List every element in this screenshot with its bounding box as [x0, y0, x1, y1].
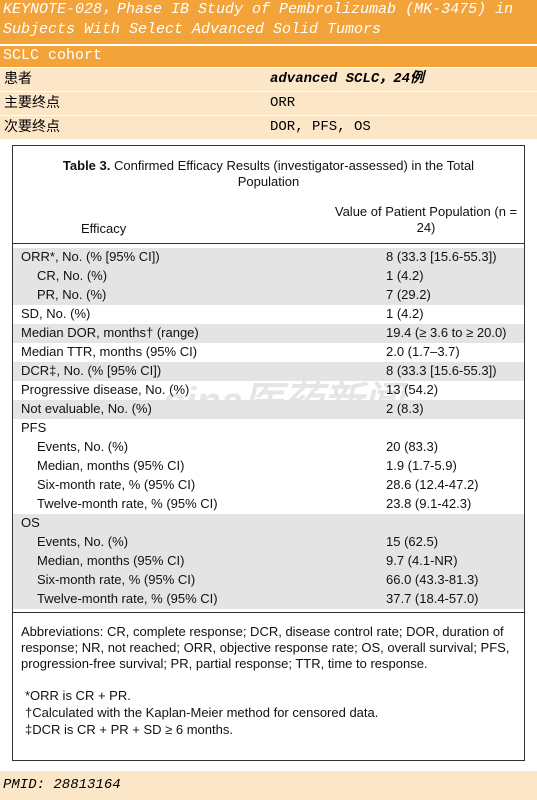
row-value: 23.8 (9.1-42.3) — [386, 496, 472, 511]
row-shade — [13, 267, 524, 286]
row-value: 19.4 (≥ 3.6 to ≥ 20.0) — [386, 325, 507, 340]
row-label: Not evaluable, No. (%) — [21, 401, 152, 416]
row-label: Six-month rate, % (95% CI) — [37, 477, 196, 492]
row-shade — [13, 552, 524, 571]
row-label: Twelve-month rate, % (95% CI) — [37, 591, 218, 606]
row-value: 8 (33.3 [15.6-55.3]) — [386, 363, 497, 378]
info-key: 次要终点 — [4, 119, 60, 135]
row-shade — [13, 286, 524, 305]
row-label: Median TTR, months (95% CI) — [21, 344, 198, 359]
col-header: Efficacy — [81, 221, 127, 236]
row-label: PR, No. (%) — [37, 287, 107, 302]
row-shade — [13, 324, 524, 343]
footnote: *ORR is CR + PR. — [25, 688, 131, 703]
row-value: 15 (62.5) — [386, 534, 439, 549]
row-label: Median, months (95% CI) — [37, 458, 185, 473]
row-label: OS — [21, 515, 40, 530]
row-shade — [13, 362, 524, 381]
row-label: Six-month rate, % (95% CI) — [37, 572, 196, 587]
row-value: 13 (54.2) — [386, 382, 439, 397]
table-caption-wrap: Table 3. Confirmed Efficacy Results (inv… — [13, 158, 524, 190]
col-header: Value of Patient Population (n = 24) — [334, 204, 518, 235]
row-shade — [13, 400, 524, 419]
row-label: DCR‡, No. (% [95% CI]) — [21, 363, 162, 378]
row-value: 2.0 (1.7–3.7) — [386, 344, 460, 359]
row-shade — [13, 571, 524, 590]
row-label: ORR*, No. (% [95% CI]) — [21, 249, 160, 264]
row-shade — [13, 533, 524, 552]
row-value: 37.7 (18.4-57.0) — [386, 591, 479, 606]
row-value: 1 (4.2) — [386, 306, 424, 321]
row-shade — [13, 248, 524, 267]
info-value: DOR, PFS, OS — [270, 119, 371, 135]
row-label: SD, No. (%) — [21, 306, 91, 321]
row-label: Events, No. (%) — [37, 534, 129, 549]
header-title: KEYNOTE-028，Phase IB Study of Pembrolizu… — [0, 0, 537, 44]
footer: PMID: 28813164 — [0, 771, 537, 800]
rule — [13, 612, 524, 613]
results-table: Table 3. Confirmed Efficacy Results (inv… — [12, 145, 525, 761]
cohort-band: SCLC cohort — [0, 46, 537, 67]
info-key: 患者 — [4, 71, 32, 87]
caption: Confirmed Efficacy Results (investigator… — [114, 158, 475, 189]
row-value: 20 (83.3) — [386, 439, 439, 454]
row-value: 9.7 (4.1-NR) — [386, 553, 458, 568]
row-value: 28.6 (12.4-47.2) — [386, 477, 479, 492]
row-label: Median, months (95% CI) — [37, 553, 185, 568]
row-label: Events, No. (%) — [37, 439, 129, 454]
info-row: 主要终点 ORR — [0, 92, 537, 115]
caption-label: Table 3. — [62, 158, 111, 173]
row-shade — [13, 514, 524, 533]
row-label: Progressive disease, No. (%) — [21, 382, 190, 397]
row-value: 66.0 (43.3-81.3) — [386, 572, 479, 587]
row-label: PFS — [21, 420, 47, 435]
info-value: advanced SCLC，24例 — [270, 71, 425, 87]
row-label: Twelve-month rate, % (95% CI) — [37, 496, 218, 511]
info-row: 次要终点 DOR, PFS, OS — [0, 116, 537, 139]
footnote: †Calculated with the Kaplan-Meier method… — [25, 705, 379, 720]
rule — [13, 243, 524, 244]
footnote: ‡DCR is CR + PR + SD ≥ 6 months. — [25, 722, 233, 737]
row-label: CR, No. (%) — [37, 268, 108, 283]
row-shade — [13, 590, 524, 609]
row-value: 8 (33.3 [15.6-55.3]) — [386, 249, 497, 264]
row-value: 1 (4.2) — [386, 268, 424, 283]
abbreviations: Abbreviations: CR, complete response; DC… — [21, 624, 510, 671]
row-value: 2 (8.3) — [386, 401, 424, 416]
info-key: 主要终点 — [4, 95, 60, 111]
row-value: 1.9 (1.7-5.9) — [386, 458, 457, 473]
info-row: 患者 advanced SCLC，24例 — [0, 68, 537, 91]
row-label: Median DOR, months† (range) — [21, 325, 199, 340]
row-value: 7 (29.2) — [386, 287, 431, 302]
info-value: ORR — [270, 95, 296, 111]
